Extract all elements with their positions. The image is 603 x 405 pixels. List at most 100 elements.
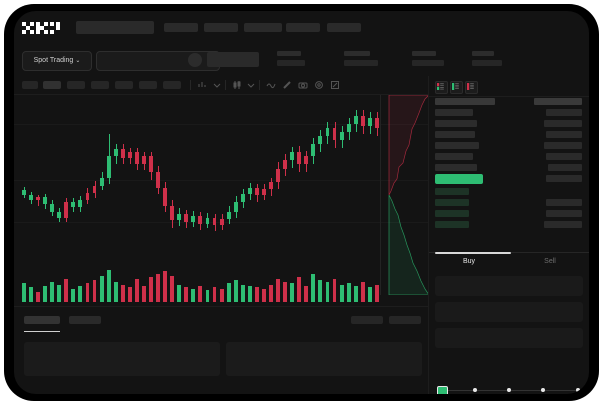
order-amount-field[interactable] <box>435 302 583 322</box>
settings-icon[interactable] <box>314 80 324 90</box>
nav-item-1[interactable] <box>164 23 198 32</box>
volume-bar <box>269 284 273 302</box>
camera-icon[interactable] <box>298 80 308 90</box>
nav-item-4[interactable] <box>286 23 320 32</box>
candle-body <box>247 188 252 194</box>
candle-body <box>339 132 344 140</box>
slider-mark-100[interactable] <box>576 388 580 392</box>
bottom-action-2[interactable] <box>389 316 421 324</box>
timeframe-6[interactable] <box>139 81 157 89</box>
orderbook-qty <box>546 109 582 116</box>
orderbook-spread-row[interactable] <box>429 174 589 184</box>
candle-body <box>367 118 372 126</box>
candle-body <box>360 116 365 126</box>
price-chart[interactable] <box>14 94 428 306</box>
candle-body <box>134 152 139 164</box>
orderbook-price <box>435 142 479 149</box>
nav-item-2[interactable] <box>204 23 238 32</box>
orderbook-view-both[interactable] <box>435 81 448 94</box>
slider-handle[interactable] <box>437 386 448 394</box>
volume-bar <box>233 280 238 302</box>
orderbook-qty <box>544 142 582 149</box>
timeframe-3[interactable] <box>67 81 85 89</box>
volume-bar <box>22 283 26 302</box>
slider-mark-50[interactable] <box>507 388 511 392</box>
fullscreen-icon[interactable] <box>330 80 340 90</box>
volume-bar <box>142 286 146 302</box>
tab-buy[interactable]: Buy <box>429 258 509 265</box>
amount-percent-slider[interactable] <box>437 386 582 394</box>
volume-bar <box>71 288 76 302</box>
orderbook-row-ask[interactable] <box>429 142 589 151</box>
orderbook-row-bid[interactable] <box>429 188 589 197</box>
timeframe-2[interactable] <box>43 81 61 89</box>
slider-mark-75[interactable] <box>541 388 545 392</box>
orderbook-row-ask[interactable] <box>429 153 589 162</box>
candle-body <box>170 206 175 220</box>
volume-bar <box>367 287 372 302</box>
coin-avatar <box>188 53 202 67</box>
volume-bar <box>212 287 217 302</box>
magnet-icon[interactable] <box>282 80 292 90</box>
orderbook-row-bid[interactable] <box>429 199 589 208</box>
nav-item-5[interactable] <box>327 23 361 32</box>
orderbook-view-asks[interactable] <box>465 81 478 94</box>
candle-body <box>233 202 238 212</box>
volume-bar <box>99 275 104 302</box>
orderbook-spread-price <box>435 174 483 184</box>
orderbook-row-ask[interactable] <box>429 131 589 140</box>
chevron-down-icon-charttype[interactable] <box>246 80 256 90</box>
chart-toolbar <box>14 76 428 95</box>
pair-name-label <box>207 52 259 67</box>
bottom-panel-left[interactable] <box>24 342 220 376</box>
orderbook-row-bid[interactable] <box>429 210 589 219</box>
bottom-action-1[interactable] <box>351 316 383 324</box>
drawing-line-icon[interactable] <box>266 80 276 90</box>
candle-body <box>346 124 351 132</box>
volume-bar <box>120 284 125 302</box>
timeframe-5[interactable] <box>115 81 133 89</box>
orderbook[interactable] <box>429 96 589 244</box>
candle-body <box>269 182 273 189</box>
orderbook-price <box>435 120 477 127</box>
chart-type-icon[interactable] <box>232 80 242 90</box>
okx-logo[interactable] <box>22 22 60 34</box>
bottom-tab-open-orders[interactable] <box>24 316 60 324</box>
chevron-down-icon-indicators[interactable] <box>212 80 222 90</box>
tab-sell[interactable]: Sell <box>510 258 589 265</box>
spot-trading-dropdown[interactable]: Spot Trading ⌄ <box>22 51 92 71</box>
orderbook-row-bid[interactable] <box>429 221 589 230</box>
bottom-panel-right[interactable] <box>226 342 422 376</box>
bottom-tab-order-history[interactable] <box>69 316 101 324</box>
orderbook-price <box>435 221 469 228</box>
gridline-1 <box>14 124 428 125</box>
volume-bar <box>127 287 132 302</box>
timeframe-1[interactable] <box>22 81 38 89</box>
order-price-field[interactable] <box>435 276 583 296</box>
volume-bar <box>226 283 231 302</box>
candle-body <box>36 197 40 200</box>
volume-bar <box>346 283 351 302</box>
orderbook-view-bids[interactable] <box>450 81 463 94</box>
slider-mark-25[interactable] <box>473 388 477 392</box>
orderbook-qty <box>546 131 582 138</box>
orderbook-row-ask[interactable] <box>429 109 589 118</box>
candle-body <box>156 172 160 188</box>
search-input[interactable] <box>76 21 154 34</box>
volume-bar <box>149 277 153 302</box>
orderbook-price <box>435 109 473 116</box>
order-total-field[interactable] <box>435 328 583 348</box>
nav-item-3[interactable] <box>244 23 282 32</box>
volume-bar <box>353 286 358 302</box>
indicators-icon[interactable] <box>198 80 208 90</box>
candle-body <box>262 189 266 195</box>
pair-stats-bar: Spot Trading⌄ ⌄ <box>14 44 589 76</box>
orderbook-row-ask[interactable] <box>429 120 589 129</box>
orderbook-row-ask[interactable] <box>429 98 589 107</box>
volume-bar <box>254 287 259 302</box>
orderbook-row-ask[interactable] <box>429 164 589 173</box>
stat-high-24h <box>412 51 444 66</box>
timeframe-4[interactable] <box>91 81 109 89</box>
timeframe-7[interactable] <box>163 81 181 89</box>
orderbook-spread-qty <box>546 175 582 182</box>
